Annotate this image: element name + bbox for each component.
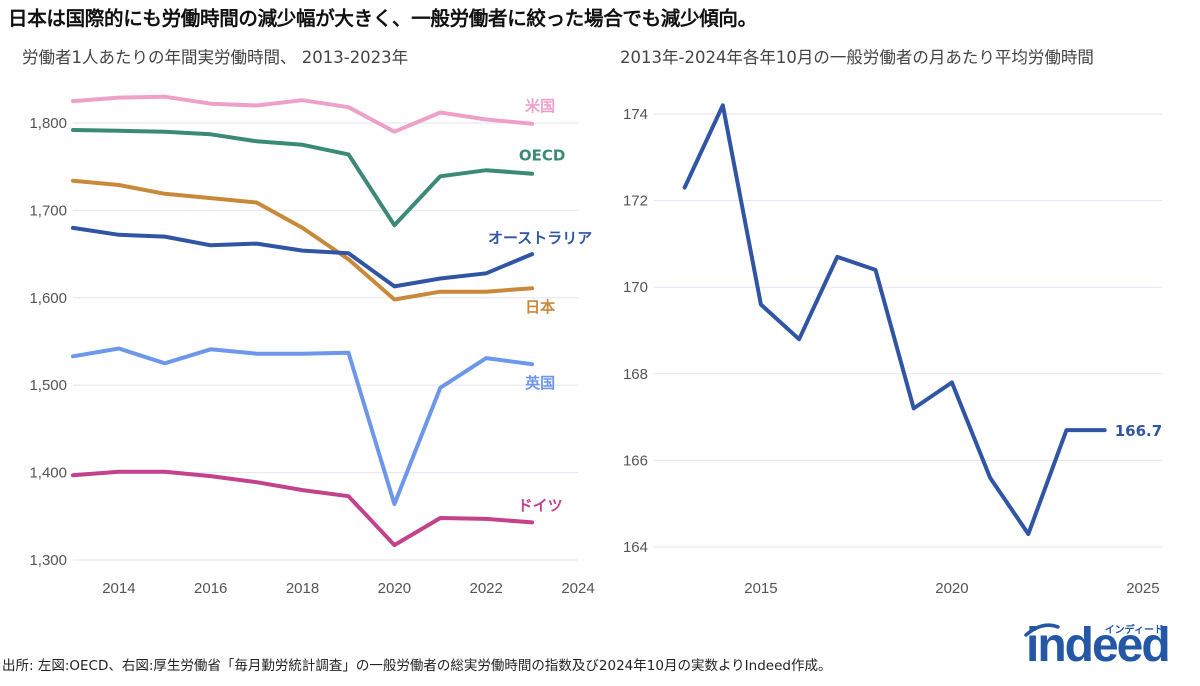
left-series-line xyxy=(71,346,535,507)
left-chart-subtitle: 労働者1人あたりの年間実労働時間、 2013-2023年 xyxy=(22,48,409,67)
left-series-label: 日本 xyxy=(525,298,555,316)
left-x-tick-label: 2018 xyxy=(286,580,319,597)
logo-wordmark: indeed xyxy=(1026,619,1171,672)
right-chart: 164 166 168 170 172 174 2015 2020 2025 166.7 xyxy=(623,103,1162,597)
left-y-tick-label: 1,400 xyxy=(29,465,67,482)
right-x-tick-label: 2015 xyxy=(744,580,777,597)
right-y-tick-label: 168 xyxy=(623,366,648,383)
right-chart-subtitle: 2013年-2024年各年10月の一般労働者の月あたり平均労働時間 xyxy=(620,48,1094,67)
right-x-tick-label: 2025 xyxy=(1126,580,1159,597)
left-series-line xyxy=(71,469,535,548)
right-x-tick-label: 2020 xyxy=(935,580,968,597)
left-series-line xyxy=(71,178,535,302)
right-y-tick-label: 166 xyxy=(623,452,648,469)
right-y-tick-label: 174 xyxy=(623,106,648,123)
right-end-value-label: 166.7 xyxy=(1115,422,1162,440)
left-series-line xyxy=(71,128,535,228)
source-note: 出所: 左図:OECD、右図:厚生労働省「毎月勤労統計調査」の一般労働者の総実労… xyxy=(2,658,832,674)
left-x-tick-label: 2016 xyxy=(194,580,227,597)
left-y-tick-label: 1,500 xyxy=(29,377,67,394)
right-y-tick-label: 164 xyxy=(623,539,648,556)
left-y-tick-label: 1,300 xyxy=(29,552,67,569)
left-y-tick-label: 1,800 xyxy=(29,115,67,132)
indeed-logo: indeed インディード xyxy=(1022,617,1172,672)
left-series-line xyxy=(71,94,535,134)
left-y-tick-label: 1,600 xyxy=(29,290,67,307)
left-x-tick-label: 2014 xyxy=(102,580,135,597)
right-series-line xyxy=(682,103,1107,536)
left-series-line xyxy=(71,225,535,289)
left-x-tick-label: 2022 xyxy=(469,580,502,597)
left-series-label: 米国 xyxy=(525,97,555,115)
logo-arc-icon xyxy=(1024,623,1060,637)
left-chart: 1,300 1,400 1,500 1,600 1,700 1,800 2014 2016 20… xyxy=(29,94,595,597)
left-series-label: オーストラリア xyxy=(488,229,592,247)
left-series-label: 英国 xyxy=(525,374,555,392)
left-y-tick-label: 1,700 xyxy=(29,202,67,219)
logo-kana: インディード xyxy=(1104,625,1164,636)
right-y-tick-label: 170 xyxy=(623,279,648,296)
left-x-tick-label: 2024 xyxy=(561,580,594,597)
main-title: 日本は国際的にも労働時間の減少幅が大きく、一般労働者に絞った場合でも減少傾向。 xyxy=(8,7,757,30)
right-y-tick-label: 172 xyxy=(623,193,648,210)
left-series-label: OECD xyxy=(519,147,565,165)
left-x-tick-label: 2020 xyxy=(378,580,411,597)
left-series-label: ドイツ xyxy=(518,496,563,514)
